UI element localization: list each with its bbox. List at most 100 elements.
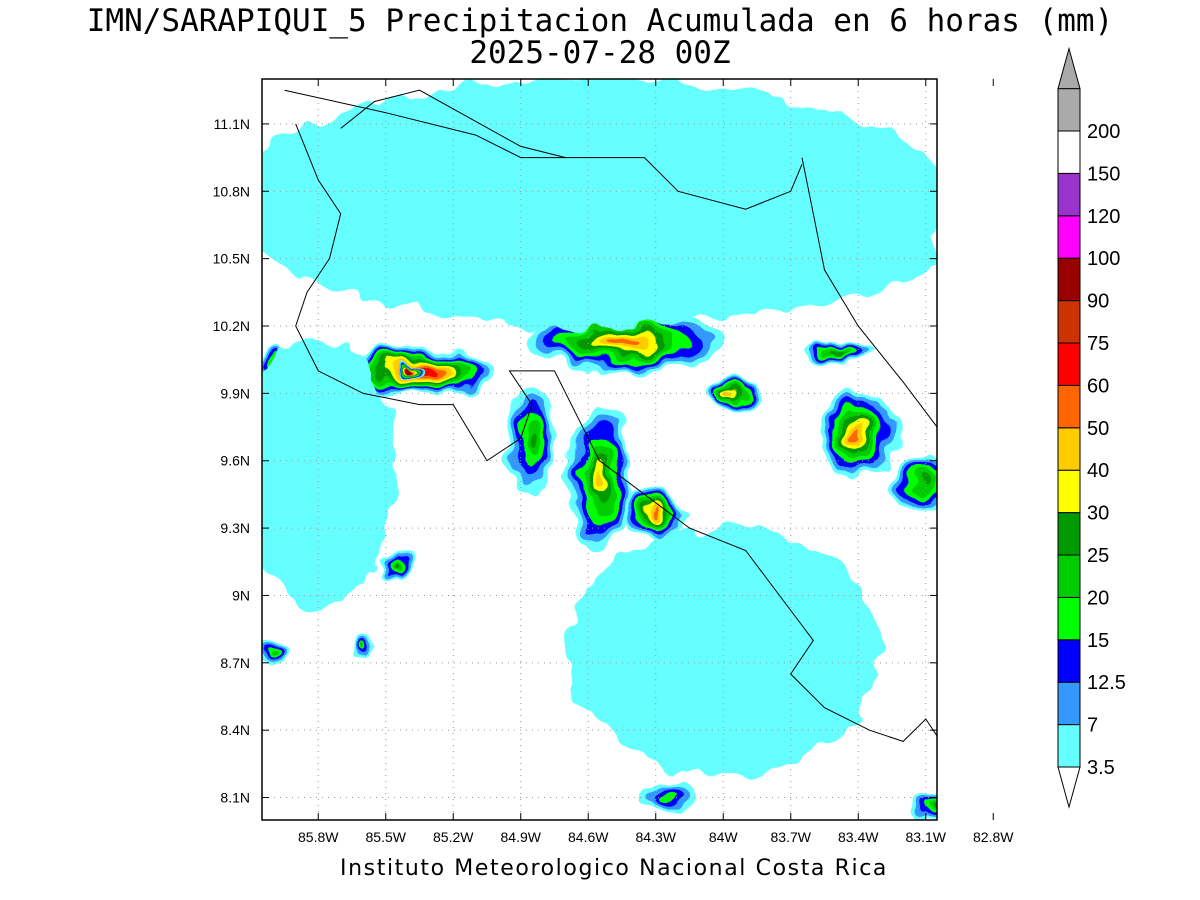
rain-cell-central-valley (520, 310, 724, 374)
colorbar-label: 100 (1087, 248, 1120, 270)
rain-contour-20 (990, 519, 1028, 537)
coastlines-borders (284, 89, 994, 798)
rain-contour-3.5 (971, 510, 1048, 546)
rain-contour-3.5 (262, 337, 397, 607)
rain-cell-quepos (624, 487, 688, 542)
colorbar-label: 20 (1087, 587, 1109, 609)
rain-contour-7 (976, 512, 1043, 543)
colorbar-swatch-100 (1057, 215, 1081, 259)
rain-contour-20 (270, 652, 277, 660)
rain-contour-25 (830, 349, 842, 356)
colorbar-swatch-150 (1057, 130, 1081, 174)
lat-tick-label: 8.1N (220, 790, 250, 806)
coastline-panama-border-line (960, 472, 994, 798)
lon-tick-label: 83.4W (838, 829, 879, 845)
colorbar-max-arrow (1057, 46, 1081, 90)
lon-tick-label: 83.7W (771, 829, 812, 845)
rain-contour-25 (931, 805, 937, 812)
lat-tick-label: 11.1N (214, 116, 250, 132)
rain-cell-nicoya-peak (399, 364, 427, 378)
coastline-caribbean-coast (801, 157, 937, 428)
colorbar-label: 25 (1087, 545, 1109, 567)
coastline-nicaragua-border (340, 89, 803, 210)
colorbar-swatch-12.5 (1057, 639, 1081, 683)
colorbar-label: 60 (1087, 375, 1109, 397)
coastline-lake-nicaragua-shore (284, 89, 566, 159)
rain-contour-25 (394, 563, 400, 570)
rain-cell-limon (892, 458, 937, 508)
colorbar-swatch-40 (1057, 427, 1081, 471)
colorbar-label: 75 (1087, 333, 1109, 355)
lon-tick-label: 84.6W (568, 829, 609, 845)
rain-cell-ocean-edge (262, 640, 287, 672)
lon-tick-label: 84.3W (636, 829, 677, 845)
colorbar-swatch-7 (1057, 681, 1081, 726)
axis-ticks: 11.1N 10.8N 10.5N 10.2N 9.9N 9.6N 9.3N 9N 8.7N 8.… (213, 79, 1014, 845)
rain-cell-pacific-central (568, 406, 631, 551)
lat-tick-label: 10.2N (213, 318, 250, 334)
rain-cell-gulf-nicoya (505, 384, 559, 493)
lon-tick-label: 85.8W (298, 829, 339, 845)
rain-contour-30 (999, 524, 1018, 533)
lat-tick-label: 9.9N (220, 385, 250, 401)
rain-cell-cordillera-east (802, 341, 870, 365)
rain-contour-3.5 (565, 528, 881, 776)
precipitation-field (262, 79, 1048, 820)
rain-contour-50 (652, 511, 660, 518)
rain-contour-15 (985, 517, 1033, 539)
rain-cell-west-strip (262, 337, 397, 607)
lon-tick-label: 85.2W (433, 829, 474, 845)
lat-tick-label: 9N (232, 587, 250, 603)
rain-contour-40 (731, 390, 738, 397)
rain-contour-40 (595, 469, 604, 488)
rain-cell-talamanca (707, 377, 762, 410)
map-plot-area: 11.1N 10.8N 10.5N 10.2N 9.9N 9.6N 9.3N 9N 8.7N 8.… (213, 78, 1048, 845)
colorbar-label: 15 (1087, 630, 1109, 652)
colorbar-swatch-20 (1057, 554, 1081, 598)
lon-tick-label: 84W (709, 829, 739, 845)
colorbar-swatch-120 (1057, 172, 1081, 217)
colorbar-label: 3.5 (1087, 757, 1115, 779)
rain-contour-20 (360, 641, 367, 648)
colorbar-swatch-90 (1057, 257, 1081, 302)
lat-tick-label: 8.4N (220, 722, 250, 738)
lat-tick-label: 10.5N (213, 251, 250, 267)
colorbar-label: 12.5 (1087, 672, 1126, 694)
colorbar-swatch-25 (1057, 512, 1081, 556)
colorbar-min-arrow (1057, 766, 1081, 809)
credit-footer: Instituto Meteorologico Nacional Costa R… (340, 856, 888, 881)
coastline-pacific-coast-north (295, 123, 937, 742)
rain-cell-south-strip (565, 528, 881, 776)
lon-tick-label: 84.9W (501, 829, 542, 845)
map-datetime: 2025-07-28 00Z (469, 35, 731, 71)
lat-tick-label: 8.7N (220, 655, 250, 671)
lat-tick-label: 9.3N (220, 520, 250, 536)
rain-contour-25 (920, 479, 932, 488)
lat-tick-label: 9.6N (220, 453, 250, 469)
lat-tick-label: 10.8N (213, 183, 250, 199)
colorbar-swatch-60 (1057, 342, 1081, 386)
colorbar-label: 40 (1087, 460, 1109, 482)
lon-tick-label: 83.1W (906, 829, 947, 845)
colorbar-label: 200 (1087, 121, 1120, 143)
rain-cell-ocean-west (379, 552, 415, 580)
rain-contour-40 (1004, 525, 1014, 531)
lon-tick-label: 82.8W (973, 829, 1014, 845)
colorbar-label: 120 (1087, 206, 1120, 228)
colorbar-swatch-75 (1057, 300, 1081, 344)
rain-contour-12.5 (980, 515, 1037, 542)
colorbar-swatch-15 (1057, 596, 1081, 641)
colorbar-label: 150 (1087, 163, 1120, 185)
rain-contour-50 (610, 338, 634, 346)
rain-contour-15 (660, 793, 674, 802)
colorbar: 3.5 7 12.5 15 20 25 30 40 50 60 75 90 100 120 150 200 (1057, 46, 1126, 809)
rain-cell-ocean-south-c (640, 781, 694, 814)
rain-cell-panama-border (971, 510, 1048, 546)
colorbar-label: 90 (1087, 291, 1109, 313)
colorbar-swatch-30 (1057, 469, 1081, 514)
rain-cell-north-shield (262, 79, 937, 326)
colorbar-label: 50 (1087, 418, 1109, 440)
rain-cell-ocean-sw (349, 633, 377, 657)
colorbar-label: 7 (1087, 715, 1098, 737)
